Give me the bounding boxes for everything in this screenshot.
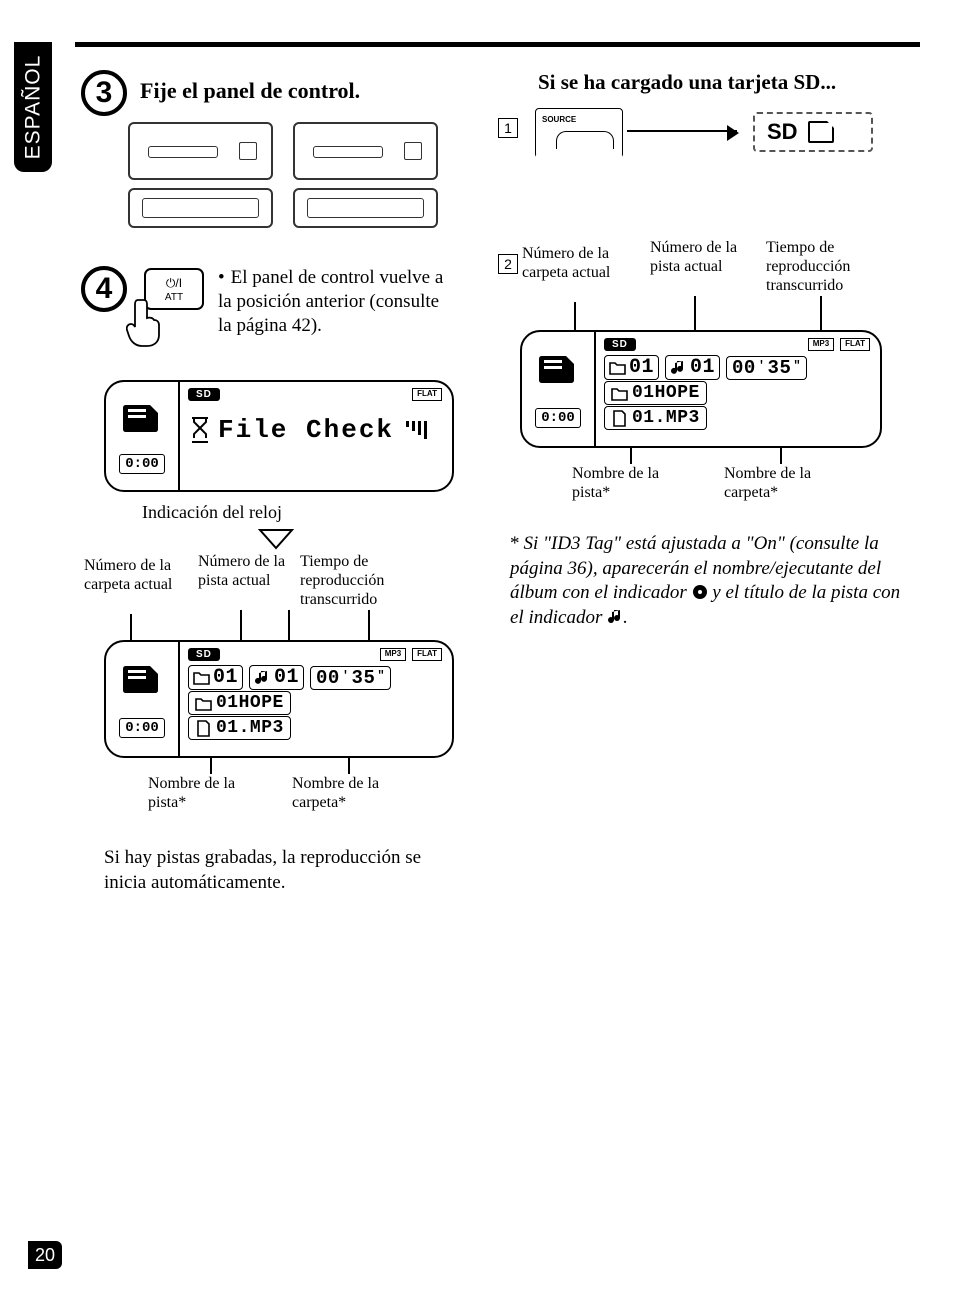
box-number-1: 1 xyxy=(498,118,518,138)
callout-elapsed-right: Tiempo de reproducción transcurrido xyxy=(766,238,896,296)
callout-foldername-left: Nombre de la carpeta* xyxy=(292,774,412,812)
faceplate-1 xyxy=(128,188,273,228)
clock-display: 0:00 xyxy=(119,454,165,474)
page-number: 20 xyxy=(28,1241,62,1269)
file-check-text: File Check xyxy=(218,415,394,445)
stereo-body-1 xyxy=(128,122,273,180)
step-4-number: 4 xyxy=(81,266,127,312)
callout-trackname-right: Nombre de la pista* xyxy=(572,464,692,502)
callout-elapsed-left: Tiempo de reproducción transcurrido xyxy=(300,552,420,610)
sd-heading: Si se ha cargado una tarjeta SD... xyxy=(538,70,836,95)
clock-indication-label: Indicación del reloj xyxy=(142,502,282,523)
sd-icon xyxy=(122,660,162,694)
callout-track-num-left: Número de la pista actual xyxy=(198,552,290,590)
sd-icon xyxy=(538,350,578,384)
note-icon xyxy=(670,359,687,376)
panel-illustration xyxy=(128,122,438,232)
folder-icon xyxy=(193,669,210,686)
file-icon xyxy=(611,410,628,427)
note-icon xyxy=(254,669,271,686)
down-arrow-icon xyxy=(258,528,294,550)
folder-icon xyxy=(195,695,212,712)
file-icon xyxy=(195,720,212,737)
folder-icon xyxy=(611,385,628,402)
arrow-icon xyxy=(627,130,737,132)
callout-trackname-left: Nombre de la pista* xyxy=(148,774,268,812)
sd-indicator-box: SD xyxy=(753,112,873,152)
step-3-title: Fije el panel de control. xyxy=(140,78,360,104)
faceplate-2 xyxy=(293,188,438,228)
clock-display: 0:00 xyxy=(535,408,581,428)
source-button-illust: SOURCE xyxy=(535,108,623,158)
hourglass-icon xyxy=(190,416,210,444)
id3-note: *Si "ID3 Tag" está ajustada a "On" (cons… xyxy=(510,532,910,631)
folder-icon xyxy=(609,359,626,376)
callout-track-num-right: Número de la pista actual xyxy=(650,238,750,276)
lcd-play-left: 0:00 SD MP3 FLAT 01 01 xyxy=(104,640,454,758)
step-3-number: 3 xyxy=(81,70,127,116)
box-number-2: 2 xyxy=(498,254,518,274)
disc-icon xyxy=(692,584,708,600)
sd-chip: SD xyxy=(188,388,220,401)
note-icon xyxy=(607,609,623,625)
language-tab-label: ESPAÑOL xyxy=(21,55,45,160)
stereo-body-2 xyxy=(293,122,438,180)
finger-icon xyxy=(126,298,162,348)
source-diagram: SOURCE SD xyxy=(535,108,875,170)
top-rule xyxy=(75,42,920,47)
sd-card-icon xyxy=(808,121,834,143)
step-4-text: •El panel de control vuelve a la posició… xyxy=(218,266,453,337)
progress-bars-icon xyxy=(406,421,427,439)
callout-folder-num-left: Número de la carpeta actual xyxy=(84,556,189,594)
clock-display: 0:00 xyxy=(119,718,165,738)
flat-chip: FLAT xyxy=(412,388,442,401)
lcd-file-check: 0:00 SD FLAT File Check xyxy=(104,380,454,492)
lcd-play-right: 0:00 SD MP3 FLAT 01 01 xyxy=(520,330,882,448)
callout-folder-num-right: Número de la carpeta actual xyxy=(522,244,634,282)
language-tab: ESPAÑOL xyxy=(14,42,52,172)
sd-icon xyxy=(122,399,162,433)
auto-play-text: Si hay pistas grabadas, la reproducción … xyxy=(104,846,454,895)
callout-foldername-right: Nombre de la carpeta* xyxy=(724,464,844,502)
